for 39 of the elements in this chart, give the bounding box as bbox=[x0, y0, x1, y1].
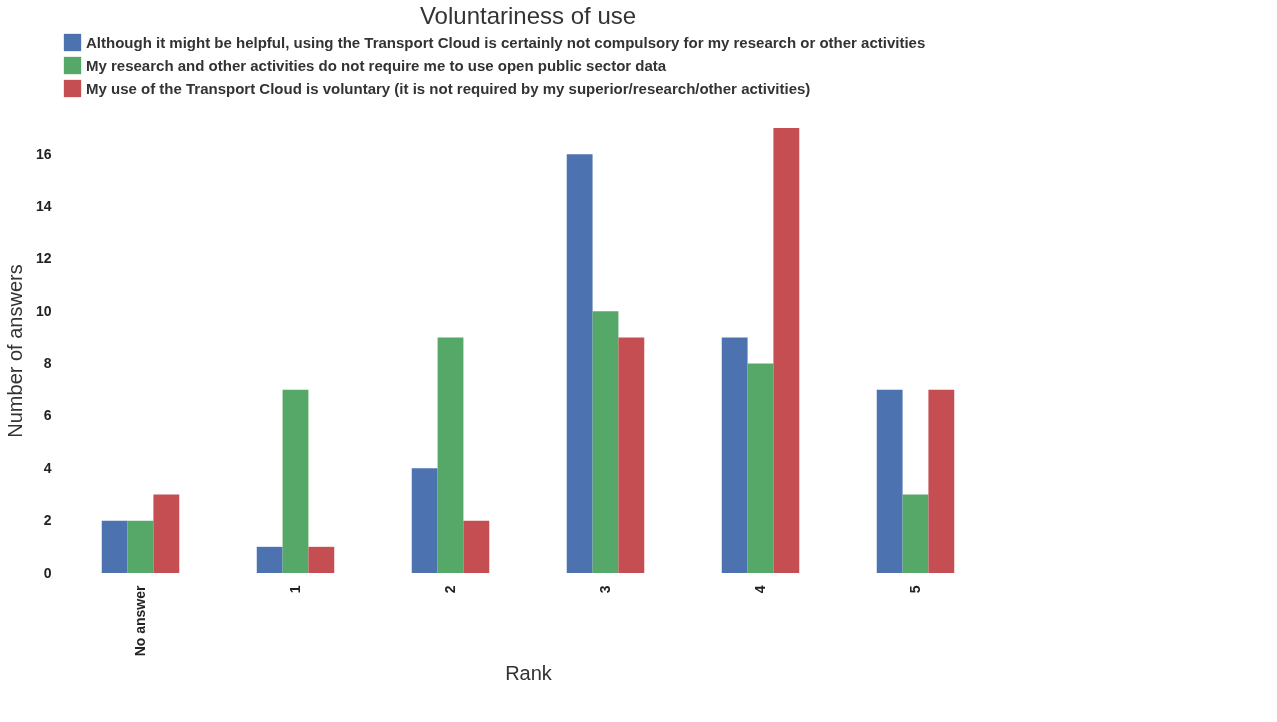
y-tick-label: 14 bbox=[35, 198, 52, 215]
bar bbox=[566, 154, 593, 573]
bar bbox=[618, 337, 645, 573]
x-tick-label: No answer bbox=[131, 584, 148, 657]
y-tick-label: 8 bbox=[43, 355, 52, 372]
bar bbox=[463, 520, 490, 573]
bar bbox=[282, 389, 309, 573]
y-tick-label: 10 bbox=[35, 302, 52, 319]
x-tick-label: 1 bbox=[286, 585, 303, 594]
chart-title: Voluntariness of use bbox=[419, 2, 637, 29]
bar bbox=[411, 468, 438, 573]
legend-label: Although it might be helpful, using the Transport Cloud is certainly not compulsory for my research or other activities bbox=[86, 33, 926, 51]
bar bbox=[747, 363, 774, 573]
bar bbox=[721, 337, 748, 573]
bar bbox=[902, 494, 929, 573]
bar bbox=[308, 546, 335, 573]
legend-label: My research and other activities do not require me to use open public sector data bbox=[86, 56, 667, 74]
bar bbox=[928, 389, 955, 573]
y-axis-title: Number of answers bbox=[3, 264, 26, 438]
y-tick-label: 2 bbox=[43, 512, 52, 529]
bar bbox=[592, 311, 619, 573]
x-tick-label: 5 bbox=[906, 585, 923, 594]
x-axis-title: Rank bbox=[505, 662, 553, 685]
y-tick-label: 6 bbox=[43, 407, 52, 424]
x-tick-label: 2 bbox=[441, 585, 458, 594]
bar bbox=[876, 389, 903, 573]
x-tick-label: 4 bbox=[751, 585, 768, 594]
bar bbox=[101, 520, 128, 573]
legend-label: My use of the Transport Cloud is voluntary (it is not required by my superior/research/other activities) bbox=[86, 79, 811, 97]
bar bbox=[437, 337, 464, 573]
y-tick-label: 12 bbox=[35, 250, 52, 267]
y-tick-label: 16 bbox=[35, 145, 52, 162]
bar bbox=[773, 128, 800, 573]
bar bbox=[256, 546, 283, 573]
y-tick-label: 0 bbox=[43, 564, 52, 581]
bar bbox=[127, 520, 154, 573]
y-tick-label: 4 bbox=[43, 459, 52, 476]
bar bbox=[153, 494, 180, 573]
x-tick-label: 3 bbox=[596, 585, 613, 594]
